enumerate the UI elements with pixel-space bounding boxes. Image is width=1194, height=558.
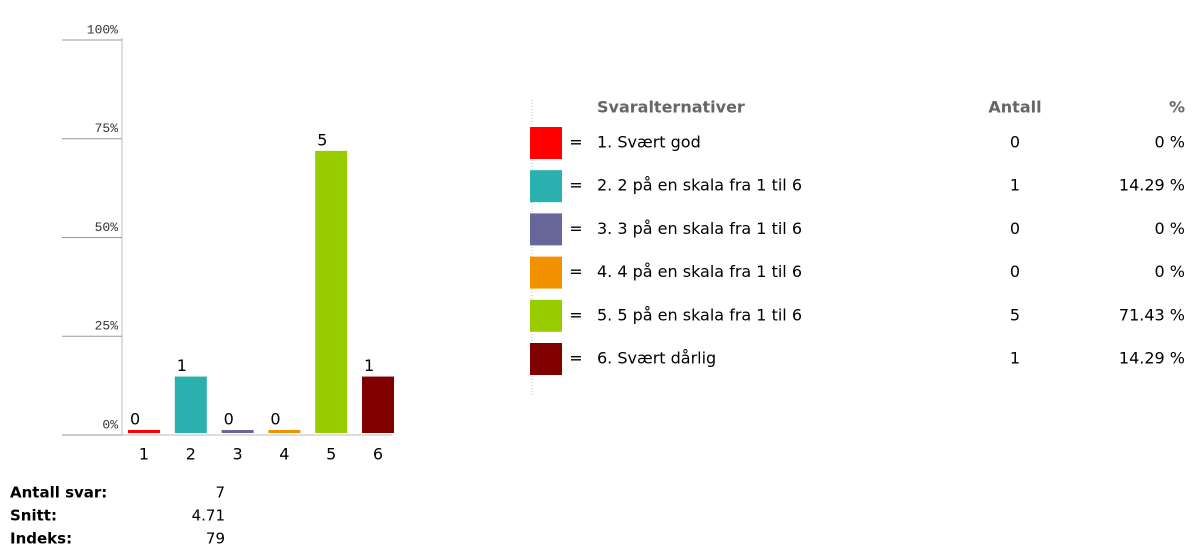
table-header: Antall [988, 98, 1041, 117]
x-tick-label: 4 [279, 445, 289, 464]
x-tick-label: 5 [326, 445, 336, 464]
stat-value: 4.71 [192, 507, 225, 525]
separator: = [569, 176, 582, 195]
row-percent: 0 % [1155, 219, 1185, 238]
x-tick-label: 2 [186, 445, 196, 464]
y-tick-label: 25% [95, 319, 119, 334]
row-percent: 71.43 % [1119, 305, 1185, 324]
legend-swatch [530, 343, 562, 375]
stat-value: 79 [206, 530, 225, 548]
bar [174, 376, 207, 433]
row-label: 5. 5 på en skala fra 1 til 6 [597, 305, 802, 324]
y-tick-label: 50% [95, 220, 119, 235]
bar-label: 0 [224, 410, 234, 429]
row-count: 1 [1010, 349, 1020, 368]
separator: = [569, 262, 582, 281]
row-count: 0 [1010, 133, 1020, 152]
row-count: 0 [1010, 262, 1020, 281]
x-tick-label: 6 [373, 445, 383, 464]
stat-label: Snitt: [10, 507, 57, 525]
stat-label: Indeks: [10, 530, 72, 548]
bar [268, 430, 301, 433]
row-label: 4. 4 på en skala fra 1 til 6 [597, 262, 802, 281]
row-percent: 0 % [1155, 133, 1185, 152]
row-percent: 14.29 % [1119, 349, 1185, 368]
bar-label: 0 [130, 410, 140, 429]
row-percent: 14.29 % [1119, 176, 1185, 195]
legend-swatch [530, 299, 562, 332]
bar [128, 430, 160, 433]
separator: = [569, 349, 582, 368]
x-tick-label: 1 [139, 445, 149, 464]
row-label: 3. 3 på en skala fra 1 til 6 [597, 219, 802, 238]
y-tick-label: 75% [95, 121, 119, 136]
separator: = [569, 305, 582, 324]
row-percent: 0 % [1155, 262, 1185, 281]
stat-value: 7 [215, 484, 225, 502]
x-tick-label: 3 [233, 445, 243, 464]
y-tick-label: 0% [102, 417, 118, 432]
bar [221, 430, 254, 433]
legend-swatch [530, 213, 562, 246]
table-header: Svaralternativer [597, 98, 745, 117]
legend-swatch [530, 170, 562, 203]
bar-label: 5 [317, 130, 327, 149]
separator: = [569, 219, 582, 238]
row-label: 6. Svært dårlig [597, 349, 716, 368]
row-count: 0 [1010, 219, 1020, 238]
y-tick-label: 100% [87, 22, 118, 37]
bar [362, 376, 394, 433]
bar-label: 1 [177, 356, 187, 375]
bar [315, 150, 348, 433]
table-header: % [1169, 98, 1185, 117]
row-label: 1. Svært god [597, 133, 701, 152]
row-label: 2. 2 på en skala fra 1 til 6 [597, 176, 802, 195]
bar-label: 1 [364, 356, 374, 375]
separator: = [569, 133, 582, 152]
row-count: 5 [1010, 305, 1020, 324]
legend-swatch [530, 256, 562, 289]
legend-swatch [530, 127, 562, 159]
stat-label: Antall svar: [10, 484, 107, 502]
bar-label: 0 [270, 410, 280, 429]
row-count: 1 [1010, 176, 1020, 195]
